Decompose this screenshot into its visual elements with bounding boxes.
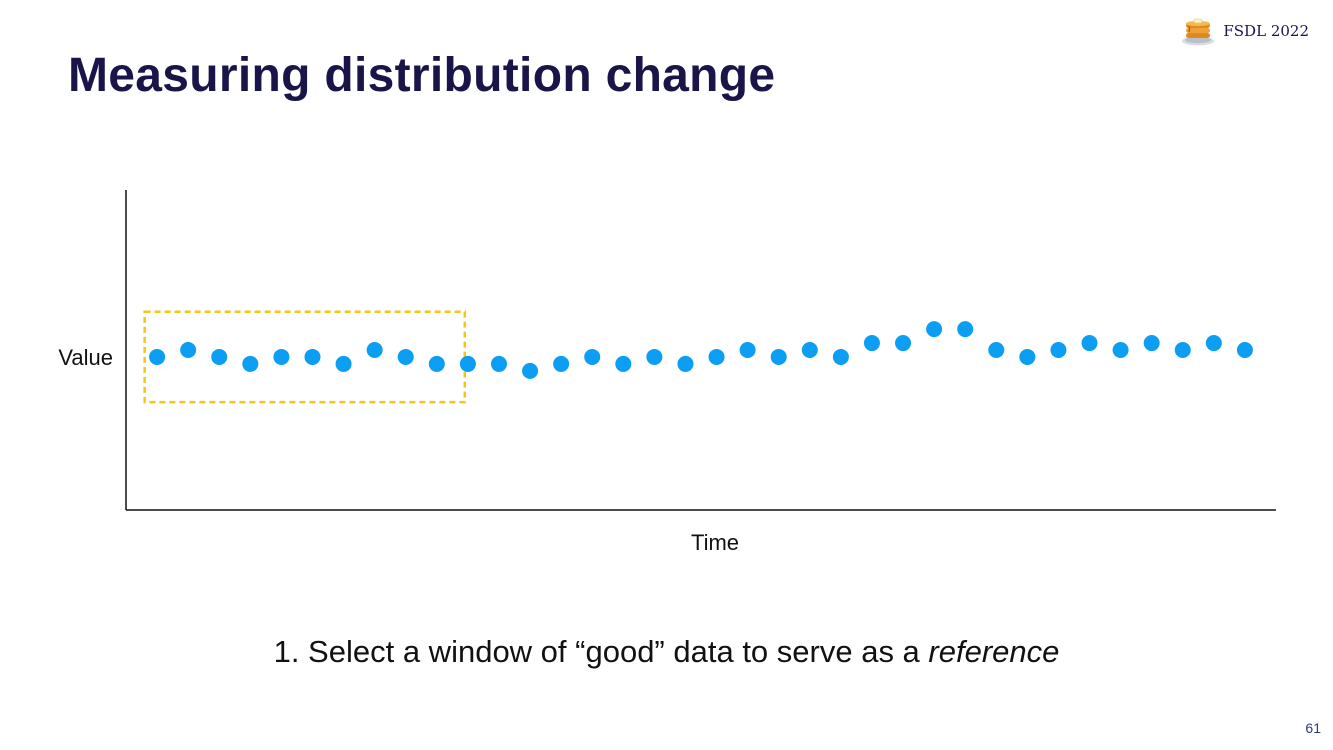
data-point (397, 348, 414, 365)
data-points (149, 321, 1253, 379)
data-point (1081, 335, 1098, 352)
data-point (522, 362, 539, 379)
data-point (1112, 342, 1129, 358)
caption-emphasis: reference (928, 634, 1060, 669)
data-point (211, 348, 228, 365)
data-point (180, 342, 197, 358)
data-point (459, 355, 476, 372)
scatter-chart: Value Time (58, 190, 1276, 555)
data-point (708, 348, 725, 365)
data-point (646, 348, 663, 365)
data-point (1019, 348, 1036, 365)
brand-label: FSDL 2022 (1223, 22, 1309, 40)
data-point (335, 355, 352, 372)
data-point (490, 355, 507, 372)
x-axis-label: Time (691, 530, 739, 555)
data-point (1174, 342, 1191, 358)
data-point (770, 348, 787, 365)
data-point (801, 342, 818, 358)
pancakes-icon (1182, 18, 1215, 46)
data-point (957, 321, 974, 338)
data-point (739, 342, 756, 358)
data-point (304, 348, 321, 365)
data-point (863, 335, 880, 352)
data-point (615, 355, 632, 372)
caption: 1. Select a window of “good” data to ser… (0, 634, 1333, 670)
data-point (1050, 342, 1067, 358)
page-number: 61 (1305, 720, 1321, 736)
data-point (149, 348, 166, 365)
data-point (242, 355, 259, 372)
data-point (553, 355, 570, 372)
y-axis-label: Value (58, 345, 113, 370)
data-point (677, 355, 694, 372)
caption-text: 1. Select a window of “good” data to ser… (273, 634, 929, 669)
data-point (273, 348, 290, 365)
slide-title: Measuring distribution change (68, 49, 776, 102)
brand-badge: FSDL 2022 (1181, 16, 1309, 46)
data-point (1205, 335, 1222, 352)
data-point (832, 348, 849, 365)
data-point (895, 335, 912, 352)
data-point (428, 355, 445, 372)
data-point (988, 342, 1005, 358)
data-point (366, 342, 383, 358)
data-point (1236, 342, 1253, 358)
data-point (1143, 335, 1160, 352)
data-point (926, 321, 943, 338)
data-point (584, 348, 601, 365)
